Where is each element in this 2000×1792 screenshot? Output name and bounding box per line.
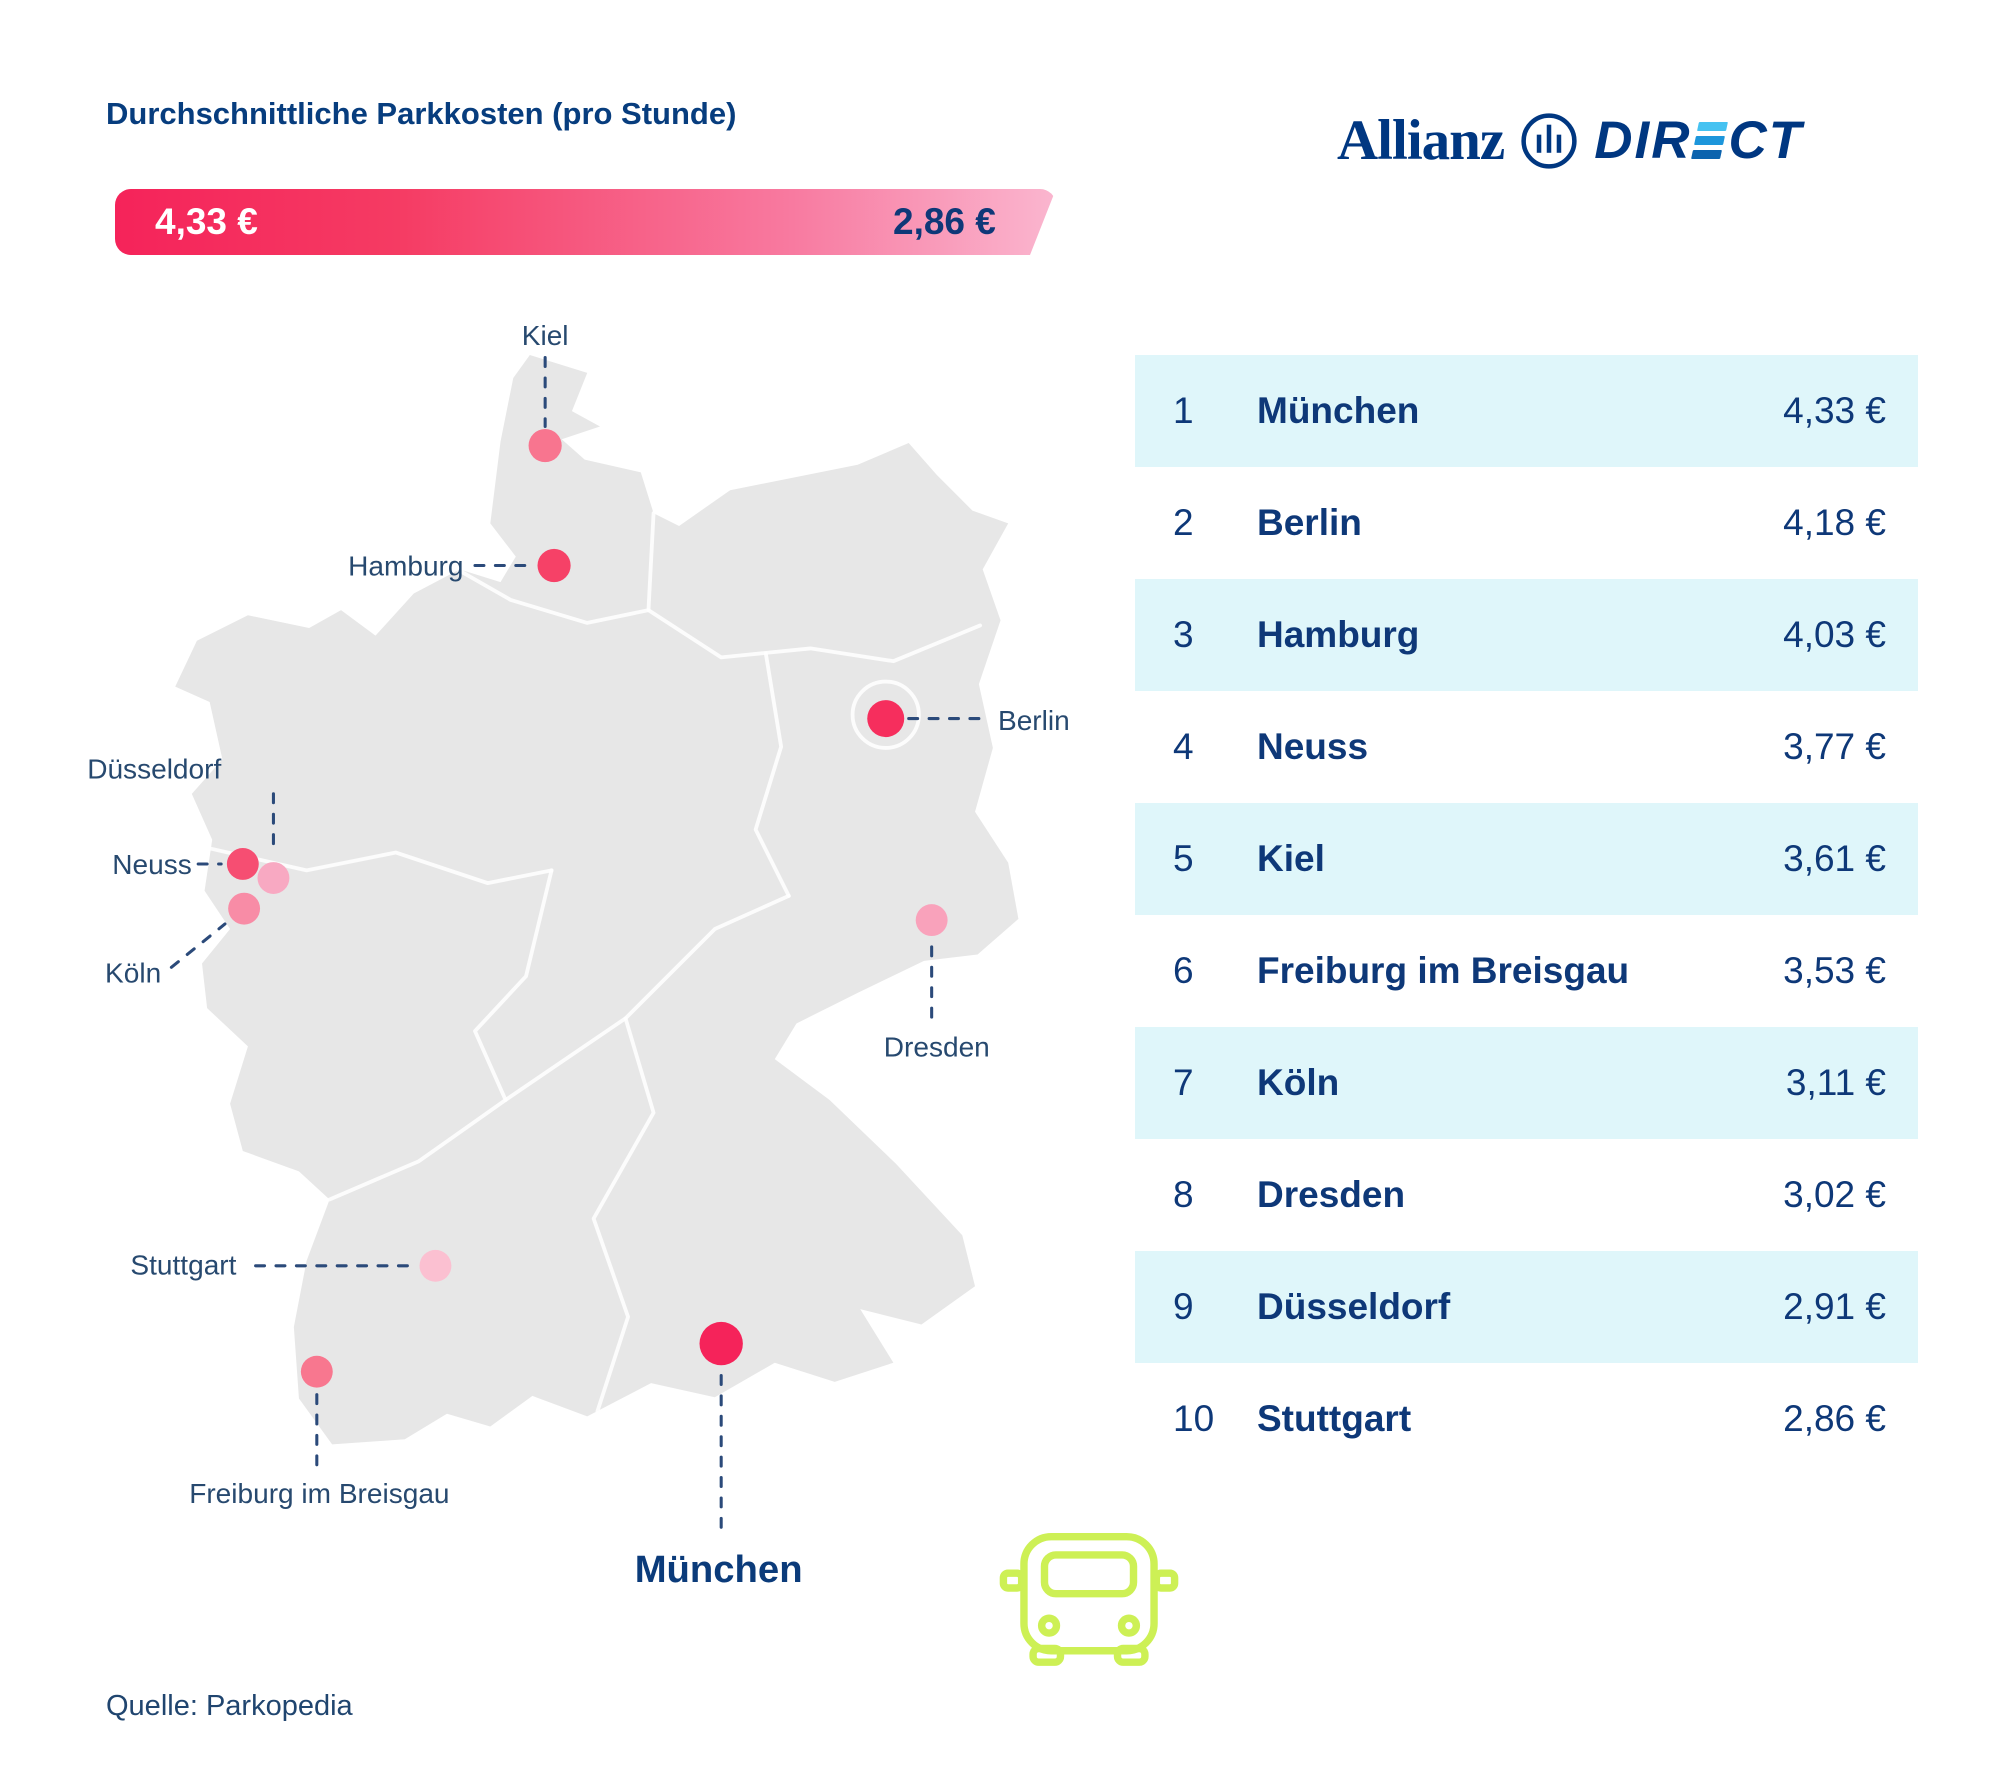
berlin-dot xyxy=(867,700,905,738)
parking-cost: 4,03 € xyxy=(1783,614,1886,655)
parking-cost: 3,11 € xyxy=(1785,1062,1886,1103)
table-row: 4 Neuss 3,77 € xyxy=(1135,691,1918,803)
berlin-label: Berlin xyxy=(998,705,1070,736)
parking-cost: 3,53 € xyxy=(1783,950,1886,991)
legend-max-value: 4,33 € xyxy=(155,201,258,242)
muenchen-dot xyxy=(699,1321,743,1366)
cost-gradient-legend: 4,33 € 2,86 € xyxy=(115,189,1056,255)
parking-cost: 3,61 € xyxy=(1783,838,1886,879)
city-name: Freiburg im Breisgau xyxy=(1257,950,1630,991)
hamburg-label: Hamburg xyxy=(348,551,463,582)
rank: 9 xyxy=(1173,1286,1194,1327)
table-row: 9 Düsseldorf 2,91 € xyxy=(1135,1251,1918,1363)
duesseldorf-dot xyxy=(257,862,290,894)
germany-map: Kiel Hamburg Berlin Düsseldorf Neuss Köl… xyxy=(87,320,1070,1591)
source-note: Quelle: Parkopedia xyxy=(106,1690,353,1722)
rank: 8 xyxy=(1173,1174,1194,1215)
germany-outline xyxy=(175,355,1019,1445)
city-name: München xyxy=(1257,390,1420,431)
hamburg-dot xyxy=(537,548,571,583)
rank: 6 xyxy=(1173,950,1194,991)
parking-cost: 3,77 € xyxy=(1783,726,1886,767)
city-name: Köln xyxy=(1257,1062,1340,1103)
muenchen-label: München xyxy=(635,1548,803,1591)
koeln-dot xyxy=(228,892,261,925)
city-dots xyxy=(226,429,948,1388)
leader-lines xyxy=(169,356,990,1533)
kiel-dot xyxy=(528,429,562,463)
direct-suffix: CT xyxy=(1728,111,1804,170)
table-row: 10 Stuttgart 2,86 € xyxy=(1135,1363,1918,1475)
table-row: 8 Dresden 3,02 € xyxy=(1135,1139,1918,1251)
parking-cost: 4,33 € xyxy=(1783,390,1886,431)
table-row: 6 Freiburg im Breisgau 3,53 € xyxy=(1135,915,1918,1027)
stuttgart-label: Stuttgart xyxy=(130,1250,236,1281)
dresden-dot xyxy=(915,904,948,937)
city-name: Neuss xyxy=(1257,726,1369,767)
freiburg-dot xyxy=(300,1355,333,1388)
state-borders xyxy=(209,511,983,1414)
parking-cost: 2,86 € xyxy=(1783,1398,1886,1439)
parking-cost: 3,02 € xyxy=(1783,1174,1886,1215)
allianz-wordmark: Allianz xyxy=(1337,109,1505,172)
legend-min-value: 2,86 € xyxy=(893,201,996,242)
table-row: 7 Köln 3,11 € xyxy=(1135,1027,1918,1139)
allianz-direct-logo: Allianz DIR CT xyxy=(1337,108,1803,173)
rank: 10 xyxy=(1173,1398,1215,1439)
city-labels: Kiel Hamburg Berlin Düsseldorf Neuss Köl… xyxy=(87,320,1070,1591)
city-name: Kiel xyxy=(1257,838,1325,879)
table-row: 5 Kiel 3,61 € xyxy=(1135,803,1918,915)
kiel-label: Kiel xyxy=(522,320,569,351)
rank: 5 xyxy=(1173,838,1194,879)
city-name: Dresden xyxy=(1257,1174,1406,1215)
stuttgart-dot xyxy=(419,1249,452,1282)
table-row: 2 Berlin 4,18 € xyxy=(1135,467,1918,579)
direct-e-icon xyxy=(1691,122,1729,159)
koeln-label: Köln xyxy=(105,958,161,989)
parking-cost: 4,18 € xyxy=(1783,502,1886,543)
table-row: 3 Hamburg 4,03 € xyxy=(1135,579,1918,691)
allianz-eagle-icon xyxy=(1520,112,1578,170)
rank: 4 xyxy=(1173,726,1194,767)
rank: 3 xyxy=(1173,614,1194,655)
city-name: Stuttgart xyxy=(1257,1398,1412,1439)
direct-prefix: DIR xyxy=(1594,111,1692,170)
neuss-label: Neuss xyxy=(112,849,192,880)
city-name: Düsseldorf xyxy=(1257,1286,1451,1327)
direct-wordmark: DIR CT xyxy=(1594,110,1803,171)
neuss-dot xyxy=(226,848,259,880)
dresden-label: Dresden xyxy=(884,1032,990,1063)
car-icon xyxy=(992,1505,1186,1676)
rank: 1 xyxy=(1173,390,1194,431)
rank: 2 xyxy=(1173,502,1194,543)
rank: 7 xyxy=(1173,1062,1194,1103)
ranking-table: 1 München 4,33 € 2 Berlin 4,18 € 3 Hambu… xyxy=(1135,355,1918,1475)
duesseldorf-label: Düsseldorf xyxy=(87,754,221,785)
page-title: Durchschnittliche Parkkosten (pro Stunde… xyxy=(106,96,737,131)
city-name: Hamburg xyxy=(1257,614,1420,655)
parking-cost: 2,91 € xyxy=(1783,1286,1886,1327)
city-name: Berlin xyxy=(1257,502,1362,543)
table-row: 1 München 4,33 € xyxy=(1135,355,1918,467)
freiburg-label: Freiburg im Breisgau xyxy=(189,1478,449,1509)
